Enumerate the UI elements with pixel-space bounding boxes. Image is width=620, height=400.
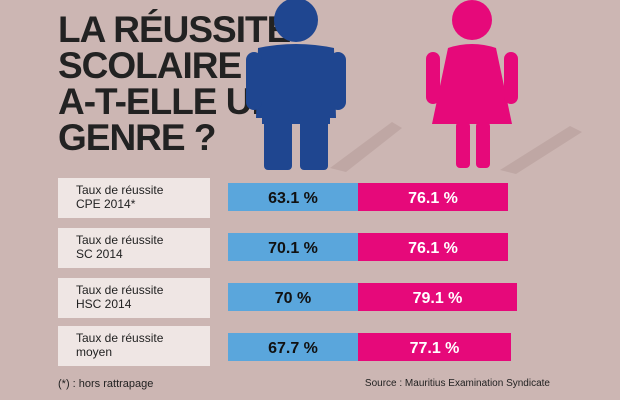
bar-boys	[228, 233, 358, 261]
bar-boys	[228, 283, 358, 311]
girl-shadow	[500, 126, 582, 174]
bar-boys	[228, 183, 358, 211]
boy-figure-icon	[246, 0, 346, 170]
figures-illustration	[246, 0, 582, 174]
data-label-girls: 76.1 %	[408, 240, 458, 257]
category-label-line: Taux de réussite	[76, 183, 164, 197]
category-label: Taux de réussite CPE 2014*	[58, 178, 210, 218]
title-line: A-T-ELLE UN	[58, 81, 278, 122]
bar-girls	[358, 333, 511, 361]
footnote: (*) : hors rattrapage	[58, 378, 154, 390]
bar-girls	[358, 183, 508, 211]
category-label-line: CPE 2014*	[76, 197, 136, 211]
source-note: Source : Mauritius Examination Syndicate	[364, 378, 550, 389]
title-line: SCOLAIRE	[58, 45, 242, 86]
category-label: Taux de réussite SC 2014	[58, 228, 210, 268]
bar-girls	[358, 233, 508, 261]
data-label-girls: 79.1 %	[413, 290, 463, 307]
category-label-line: Taux de réussite	[76, 283, 164, 297]
title-line: LA RÉUSSITE	[58, 9, 291, 50]
data-label-boys: 70 %	[275, 290, 311, 307]
bar-boys	[228, 333, 358, 361]
data-label-boys: 67.7 %	[268, 340, 318, 357]
boy-shadow	[330, 122, 402, 172]
title-line: GENRE ?	[58, 117, 216, 158]
data-label-girls: 77.1 %	[410, 340, 460, 357]
bar-girls	[358, 283, 517, 311]
chart-title: LA RÉUSSITE SCOLAIRE A-T-ELLE UN GENRE ?	[58, 9, 291, 158]
category-label-line: Taux de réussite	[76, 233, 164, 247]
category-label-line: HSC 2014	[76, 297, 132, 311]
category-label-line: SC 2014	[76, 247, 123, 261]
girl-figure-icon	[426, 0, 518, 168]
category-label: Taux de réussite HSC 2014	[58, 278, 210, 318]
data-label-boys: 63.1 %	[268, 190, 318, 207]
category-label-line: Taux de réussite	[76, 331, 164, 345]
data-label-girls: 76.1 %	[408, 190, 458, 207]
data-label-boys: 70.1 %	[268, 240, 318, 257]
category-label: Taux de réussite moyen	[58, 326, 210, 366]
category-label-line: moyen	[76, 345, 113, 359]
